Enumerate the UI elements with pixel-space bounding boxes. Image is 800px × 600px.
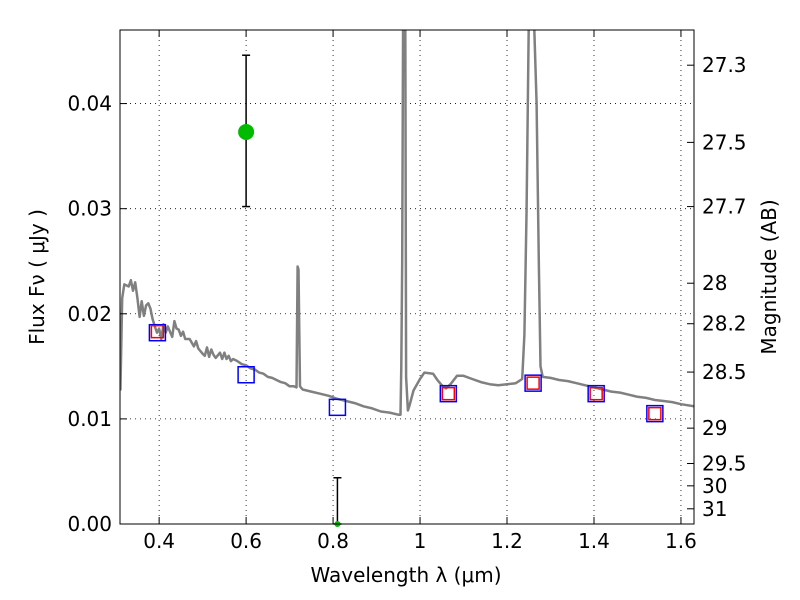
detection-point xyxy=(238,123,255,140)
data-series xyxy=(120,30,694,416)
observed-flux-marker xyxy=(328,398,347,417)
y-tick-label: 0.01 xyxy=(67,407,112,431)
mag-tick-label: 31 xyxy=(702,497,727,521)
y-tick-label: 0.00 xyxy=(67,512,112,536)
mag-tick-label: 27.5 xyxy=(702,130,747,154)
grid-lines xyxy=(120,30,694,524)
x-tick-label: 0.8 xyxy=(317,529,349,553)
y-axis-title-right: Magnitude (AB) xyxy=(757,199,781,354)
observed-flux-marker xyxy=(524,374,542,392)
plot-frame xyxy=(119,29,695,525)
x-tick-label: 1.6 xyxy=(665,529,697,553)
y-tick-label: 0.03 xyxy=(67,197,112,221)
model-flux-marker xyxy=(441,386,456,401)
y-tick-label: 0.04 xyxy=(67,92,112,116)
model-flux-marker xyxy=(526,376,540,390)
mag-tick-label: 27.3 xyxy=(702,53,747,77)
y-axis-title-left: Flux Fν ( μJy ) xyxy=(25,209,49,345)
x-axis-title: Wavelength λ (μm) xyxy=(310,563,501,587)
observed-flux-marker xyxy=(148,323,167,342)
mag-tick-label: 29 xyxy=(702,416,727,440)
x-tick-label: 1.2 xyxy=(491,529,523,553)
observed-flux-marker xyxy=(439,384,458,403)
mag-tick-label: 28.2 xyxy=(702,312,747,336)
mag-tick-label: 29.5 xyxy=(702,452,747,476)
mag-tick-label: 28 xyxy=(702,271,727,295)
observed-flux-marker xyxy=(237,365,255,384)
mag-tick-label: 30 xyxy=(702,474,727,498)
mag-tick-label: 27.7 xyxy=(702,195,747,219)
x-tick-label: 1.4 xyxy=(578,529,610,553)
x-tick-label: 0.4 xyxy=(143,529,175,553)
observed-flux-marker xyxy=(646,404,664,423)
model-flux-marker xyxy=(648,406,662,421)
model-flux-marker xyxy=(589,386,603,401)
x-tick-label: 1 xyxy=(414,529,427,553)
y-tick-label: 0.02 xyxy=(67,302,112,326)
mag-tick-label: 28.5 xyxy=(702,360,747,384)
data-points xyxy=(148,54,664,527)
observed-flux-marker xyxy=(587,384,605,403)
x-tick-label: 0.6 xyxy=(230,529,262,553)
model-spectrum-line xyxy=(120,30,694,416)
axis-ticks: 0.4 0.6 0.8 1 1.2 1.4 1.6 0.00 0.01 0.02 0.03 0.04 2… xyxy=(67,30,747,553)
model-flux-marker xyxy=(150,324,165,339)
